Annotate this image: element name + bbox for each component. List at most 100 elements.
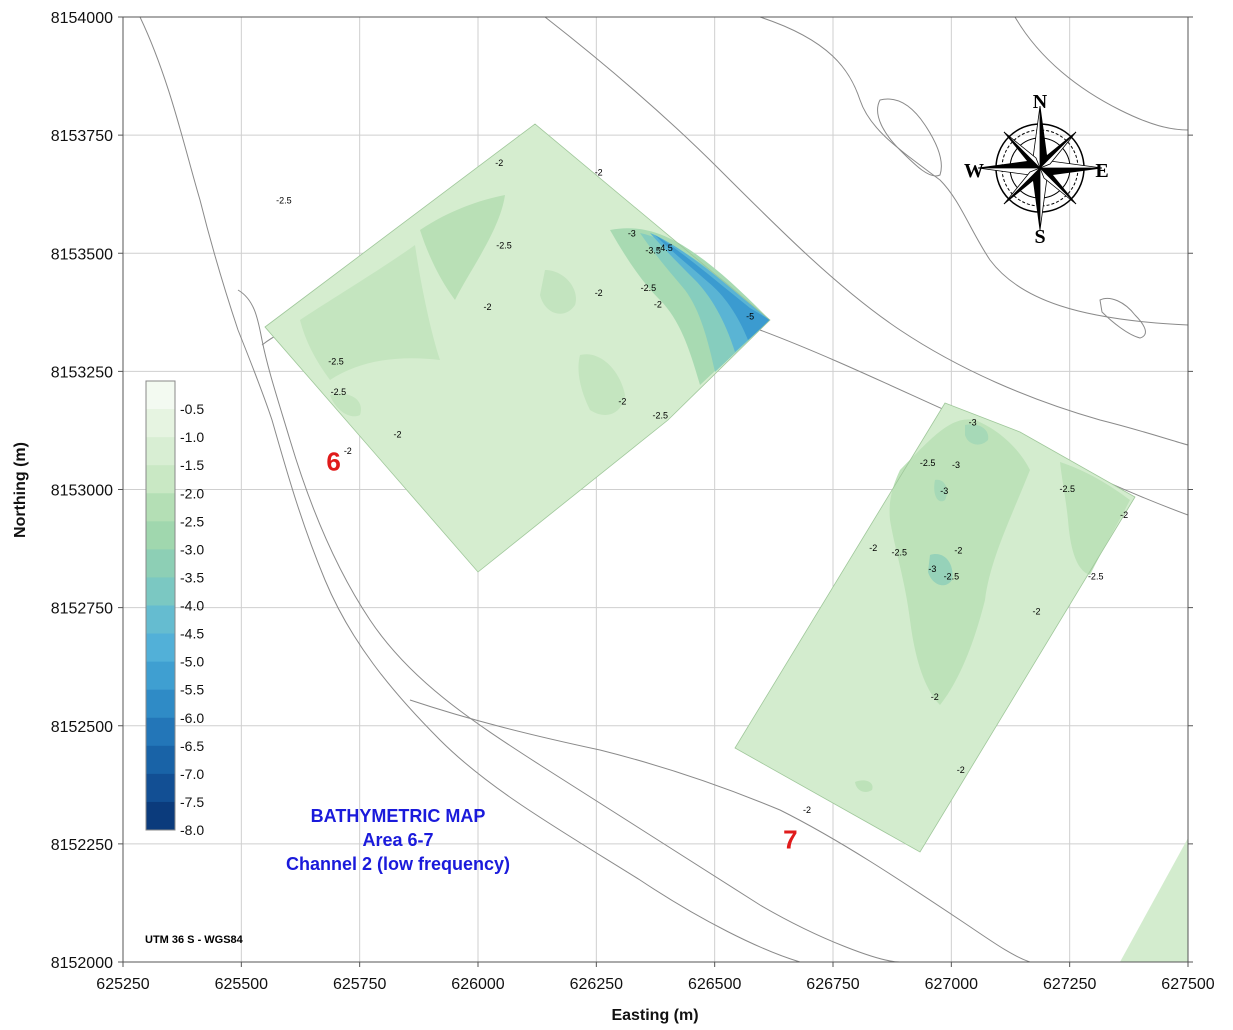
y-tick-label: 8153250 [51, 364, 113, 381]
contour-label: -2 [344, 446, 352, 456]
area-7-band-2.5-b [1060, 462, 1130, 575]
colorbar-label: -1.0 [180, 429, 204, 445]
contour-label: -3 [940, 486, 948, 496]
contour-label: -5 [746, 311, 754, 321]
area-labels: 67 [326, 447, 797, 855]
island-2 [1099, 297, 1146, 339]
contour-label: -2 [595, 167, 603, 177]
colorbar-label: -7.0 [180, 766, 204, 782]
area-6-band-2.5-d [578, 354, 625, 415]
shoreline-west-outer [139, 17, 801, 962]
colorbar-swatch [146, 465, 175, 494]
colorbar-label: -2.0 [180, 485, 204, 501]
colorbar-label: -5.0 [180, 654, 204, 670]
contour-label: -2.5 [1060, 484, 1076, 494]
compass-rose: N S E W [964, 91, 1109, 248]
area-6-band-2.5-b [420, 195, 505, 300]
colorbar-swatch [146, 661, 175, 691]
contour-label: -2.5 [641, 283, 657, 293]
map-subtitle-area: Area 6-7 [362, 830, 433, 850]
x-axis-title: Easting (m) [611, 1007, 698, 1024]
contour-label: -2.5 [331, 387, 347, 397]
x-tick-label: 625250 [96, 976, 149, 993]
colorbar-label: -8.0 [180, 822, 204, 838]
x-tick-label: 627250 [1043, 976, 1096, 993]
contour-labels: -2 -2 -2.5 -2.5 -3 -3.5-4.5 -5 -2.5 -2 -2 -2 -2.5 -2… [276, 158, 1128, 815]
colorbar-swatch [146, 577, 175, 606]
colorbar-label: -7.5 [180, 794, 204, 810]
area-6-band-deep-2.5 [300, 245, 440, 380]
area-label-7: 7 [783, 825, 797, 855]
colorbar-swatch [146, 521, 175, 550]
y-tick-label: 8152000 [51, 955, 113, 972]
contour-label: -2 [957, 765, 965, 775]
contour-label: -2 [495, 158, 503, 168]
colorbar-swatch [146, 493, 175, 522]
area-6-band-5 [655, 235, 770, 340]
contour-label: -3.5 [645, 245, 661, 255]
contour-label: -3 [969, 418, 977, 428]
colorbar-label: -3.0 [180, 541, 204, 557]
contour-label: -3 [928, 564, 936, 574]
colorbar-swatch [146, 605, 175, 635]
colorbar-swatch [146, 717, 175, 747]
shoreline-top-right [1014, 17, 1188, 131]
y-tick-label: 8152750 [51, 601, 113, 618]
area-7-band-3-b [928, 554, 953, 586]
map-title: BATHYMETRIC MAP [311, 806, 486, 826]
contour-label: -2.5 [652, 411, 668, 421]
y-tick-label: 8153750 [51, 128, 113, 145]
shoreline-northeast [759, 17, 1188, 326]
projection-note: UTM 36 S - WGS84 [145, 934, 244, 946]
x-axis-ticks: 625250 625500 625750 626000 626250 626500 6267… [96, 962, 1215, 993]
colorbar-swatch [146, 801, 175, 831]
contour-label: -2.5 [944, 571, 960, 581]
y-axis-ticks: 8152000 8152250 8152500 8152750 8153000 81532… [51, 10, 1193, 972]
y-tick-label: 8153500 [51, 246, 113, 263]
depth-colorbar: -0.5 -1.0 -1.5 -2.0 -2.5 -3.0 -3.5 -4.0 -4.5 -5.0… [145, 380, 204, 838]
colorbar-label: -6.5 [180, 738, 204, 754]
x-tick-label: 627000 [925, 976, 978, 993]
contour-label: -4.5 [657, 243, 673, 253]
x-tick-label: 625500 [215, 976, 268, 993]
y-tick-label: 8153000 [51, 483, 113, 500]
compass-north-label: N [1033, 91, 1048, 113]
contour-label: -2.5 [1088, 571, 1104, 581]
y-tick-label: 8152250 [51, 837, 113, 854]
x-tick-label: 626000 [451, 976, 504, 993]
survey-area-partial-bottom-right [1120, 838, 1188, 962]
contour-label: -2.5 [496, 241, 512, 251]
colorbar-frame [145, 380, 176, 831]
area-7-band-3-a [965, 424, 989, 445]
colorbar-swatch [146, 689, 175, 719]
contour-label: -2 [394, 430, 402, 440]
compass-east-label: E [1095, 160, 1108, 182]
colorbar-swatch [146, 549, 175, 578]
survey-area-6 [264, 123, 771, 573]
area-7-band-3-c [934, 479, 947, 502]
y-axis-title: Northing (m) [12, 442, 29, 538]
colorbar-label: -5.5 [180, 682, 204, 698]
contour-label: -2.5 [920, 458, 936, 468]
y-tick-label: 8152500 [51, 719, 113, 736]
colorbar-label: -3.5 [180, 569, 204, 585]
contour-label: -3 [952, 460, 960, 470]
colorbar-label: -4.5 [180, 626, 204, 642]
contour-label: -2 [931, 692, 939, 702]
colorbar-swatch [146, 773, 175, 803]
contour-label: -2 [869, 543, 877, 553]
contour-label: -2 [654, 300, 662, 310]
map-subtitle-channel: Channel 2 (low frequency) [286, 854, 510, 874]
x-tick-label: 626250 [570, 976, 623, 993]
x-tick-label: 625750 [333, 976, 386, 993]
contour-label: -2 [803, 805, 811, 815]
area-6-outline [264, 123, 771, 573]
compass-west-label: W [964, 160, 984, 182]
area-7-band-2.5-a [889, 419, 1030, 705]
shoreline-west-inner [237, 289, 901, 962]
colorbar-label: -2.5 [180, 513, 204, 529]
colorbar-label: -0.5 [180, 401, 204, 417]
compass-south-label: S [1034, 226, 1045, 248]
area-6-band-2.5-e [330, 393, 361, 417]
colorbar-label: -6.0 [180, 710, 204, 726]
